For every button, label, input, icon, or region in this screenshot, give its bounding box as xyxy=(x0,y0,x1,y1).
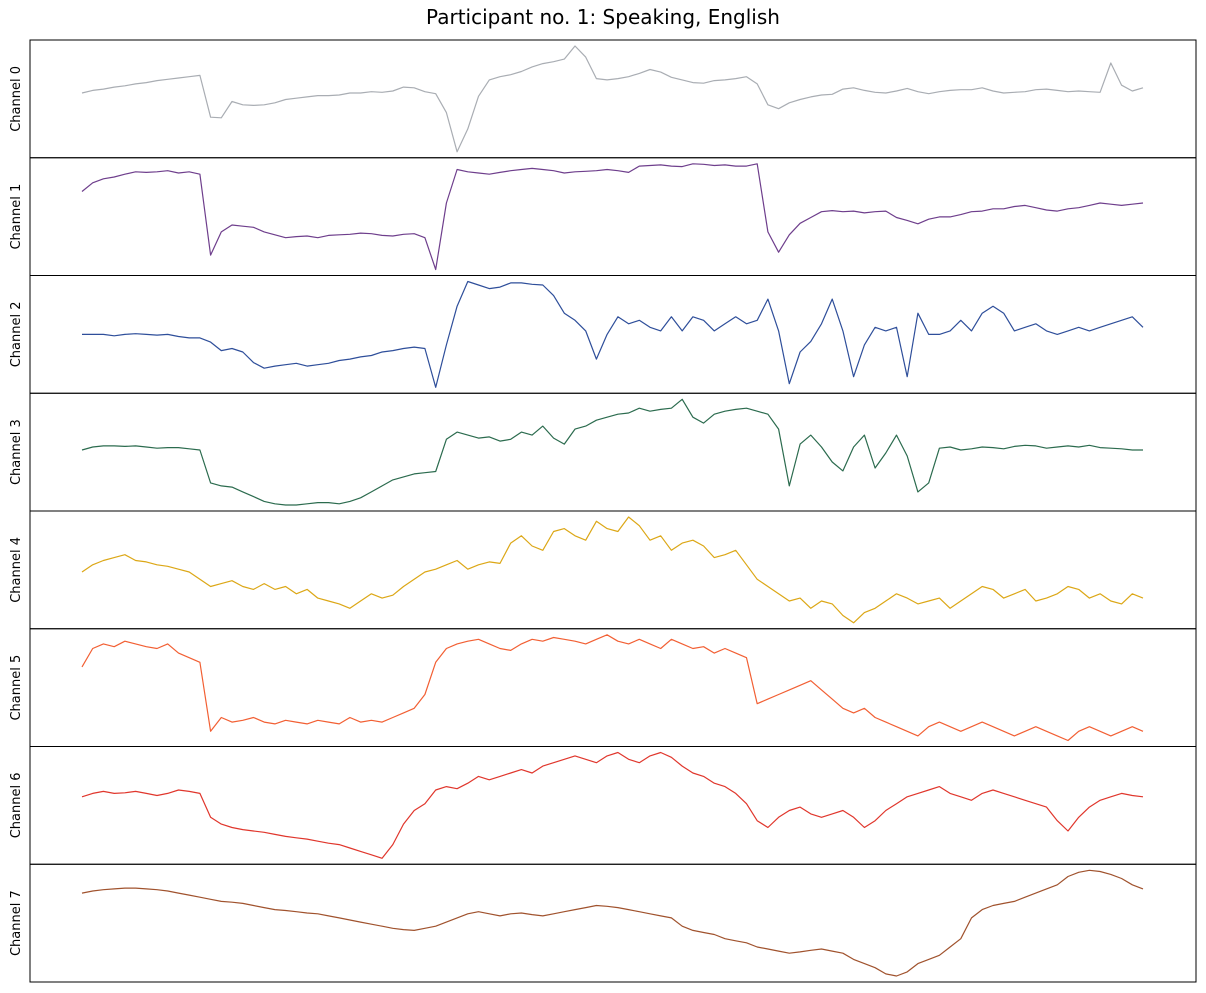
channel-panel-4: Channel 4 xyxy=(9,510,1197,630)
channel-label-5: Channel 5 xyxy=(9,655,24,721)
series-line-7 xyxy=(81,869,1144,977)
channel-panel-0: Channel 0 xyxy=(9,39,1197,159)
channel-label-3: Channel 3 xyxy=(9,419,24,485)
panel-frame-1 xyxy=(29,157,1197,276)
chart-title: Participant no. 1: Speaking, English xyxy=(426,5,780,29)
panel-frame-3 xyxy=(29,392,1197,512)
panel-frame-7 xyxy=(29,863,1197,983)
channel-label-7: Channel 7 xyxy=(9,890,24,956)
series-line-4 xyxy=(81,516,1144,624)
series-line-0 xyxy=(81,45,1144,153)
channel-panel-1: Channel 1 xyxy=(9,157,1197,276)
panel-frame-4 xyxy=(29,510,1197,630)
channel-panel-6: Channel 6 xyxy=(9,746,1197,865)
channel-label-0: Channel 0 xyxy=(9,66,24,132)
channel-label-1: Channel 1 xyxy=(9,184,24,250)
panel-frame-5 xyxy=(29,628,1197,747)
channel-label-4: Channel 4 xyxy=(9,537,24,603)
series-line-3 xyxy=(81,398,1143,506)
channel-panel-7: Channel 7 xyxy=(9,863,1197,983)
series-line-5 xyxy=(81,634,1144,742)
panel-frame-0 xyxy=(29,39,1197,159)
channel-label-2: Channel 2 xyxy=(9,301,24,367)
channel-panel-2: Channel 2 xyxy=(9,275,1197,394)
channel-panel-5: Channel 5 xyxy=(9,628,1197,747)
panel-frame-2 xyxy=(29,275,1197,394)
series-line-6 xyxy=(81,751,1144,859)
series-line-2 xyxy=(82,280,1144,388)
series-line-1 xyxy=(81,163,1144,271)
channel-panel-3: Channel 3 xyxy=(9,392,1197,512)
channel-label-6: Channel 6 xyxy=(9,772,24,838)
